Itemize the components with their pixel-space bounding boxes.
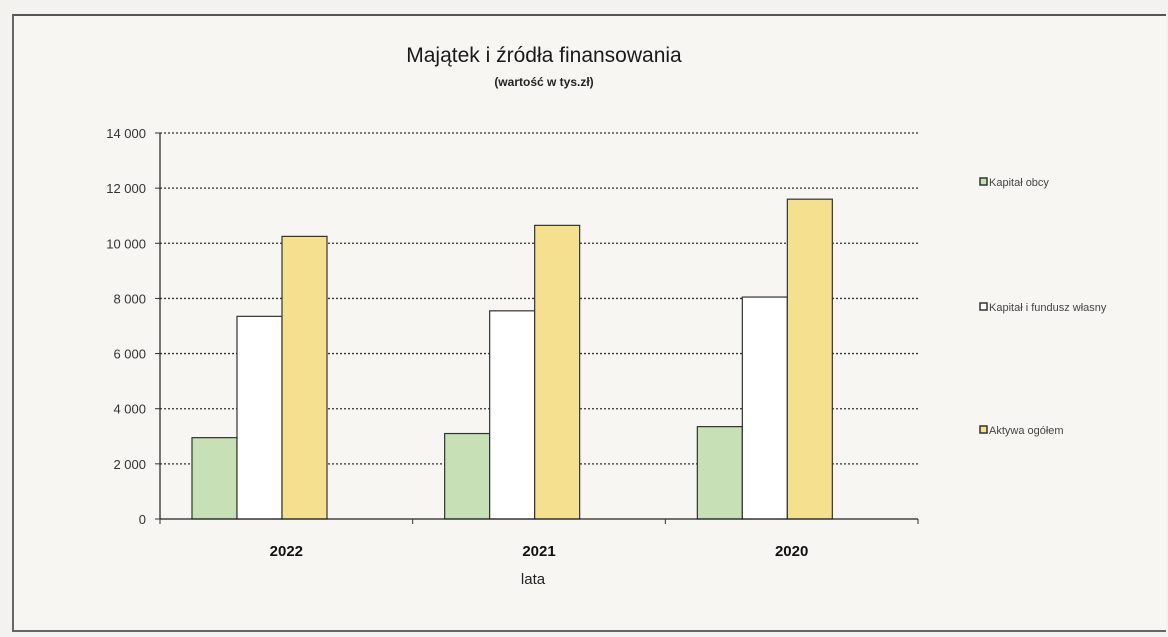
bar-2020-3 bbox=[786, 198, 833, 520]
legend-swatch bbox=[979, 302, 988, 311]
bar-2021-1 bbox=[444, 432, 491, 520]
legend-swatch bbox=[979, 177, 988, 186]
y-tick-label: 4 000 bbox=[113, 402, 146, 417]
x-tick-label: 2020 bbox=[775, 543, 808, 560]
legend-swatch bbox=[979, 425, 988, 434]
y-tick-label: 12 000 bbox=[106, 181, 146, 196]
x-axis-ticks: 2022 2021 2020 bbox=[159, 519, 919, 560]
bar-2020-1 bbox=[696, 426, 743, 520]
chart-frame bbox=[12, 14, 1166, 632]
legend-label: Aktywa ogółem bbox=[989, 425, 1064, 437]
axes bbox=[159, 133, 918, 520]
y-tick-label: 14 000 bbox=[106, 126, 146, 141]
x-tick-label: 2021 bbox=[522, 543, 555, 560]
legend: Kapitał obcy Kapitał i fundusz własny Akty… bbox=[979, 177, 1107, 437]
x-tick-label: 2022 bbox=[270, 543, 303, 560]
bar-2022-3 bbox=[281, 235, 328, 520]
bar-2020-2 bbox=[741, 296, 788, 520]
y-tick-label: 10 000 bbox=[106, 236, 146, 251]
legend-label: Kapitał obcy bbox=[989, 177, 1049, 189]
bar-2021-2 bbox=[489, 310, 536, 520]
bar-2021-3 bbox=[534, 224, 581, 520]
bars bbox=[191, 198, 833, 520]
legend-label: Kapitał i fundusz własny bbox=[989, 302, 1107, 314]
chart-subtitle: (wartość w tys.zł) bbox=[494, 75, 594, 89]
y-axis-ticks: 0 2 000 4 000 6 000 8 000 10 000 12 000 14 000 bbox=[106, 126, 160, 527]
bar-2022-1 bbox=[191, 437, 238, 520]
y-tick-label: 6 000 bbox=[113, 347, 146, 362]
y-tick-label: 2 000 bbox=[113, 457, 146, 472]
y-tick-label: 8 000 bbox=[113, 291, 146, 306]
chart-title: Majątek i źródła finansowania bbox=[406, 44, 682, 67]
x-axis-label: lata bbox=[521, 571, 546, 588]
bar-2022-2 bbox=[236, 315, 283, 520]
y-tick-label: 0 bbox=[139, 512, 146, 527]
